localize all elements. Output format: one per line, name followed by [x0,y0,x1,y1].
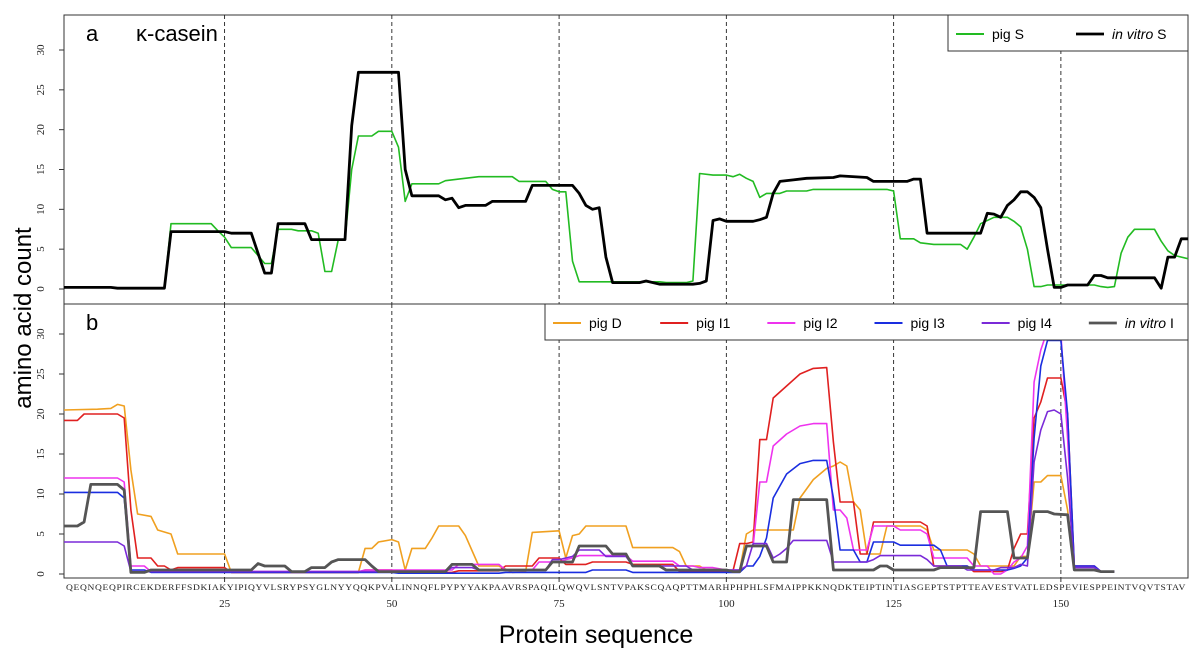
y-tick-label-5: 5 [35,246,47,252]
series-line-in-vitro-s [64,70,1188,290]
legend-label-pig-i2: pig I2 [803,315,837,331]
x-tick-label-25: 25 [219,598,231,610]
legend-label-in-vitro-s: in vitro S [1112,26,1166,42]
y-tick-label-30: 30 [35,44,47,56]
x-tick-label-125: 125 [885,598,902,610]
protein-sequence-text: QEQNQEQPIRCEKDERFFSDKIAKYIPIQYVLSRYPSYGL… [66,582,1186,592]
legend-label-pig-i3: pig I3 [911,315,945,331]
y-tick-label-0: 0 [35,286,47,292]
legend-box [544,303,1189,341]
legend-label-pig-s: pig S [992,26,1024,42]
panel-b-series [64,329,1115,575]
y-tick-label-30: 30 [35,328,47,340]
panel-a-title: κ-casein [136,21,218,46]
panel-a-y-ticks: 0 5 10 15 20 25 30 [35,44,64,292]
panel-a-vlines [224,15,1062,304]
series-line-pig-s [64,130,1188,290]
panel-a-label: a [86,21,99,46]
panel-b-legend: pig D pig I1 pig I2 pig I3 pig I4 in vitro I [544,303,1189,341]
y-tick-label-10: 10 [35,488,47,500]
y-tick-label-15: 15 [35,448,47,460]
series-line-pig-i2 [64,329,1115,575]
panel-a-frame [63,14,1189,305]
legend-label-pig-i1: pig I1 [696,315,730,331]
y-axis-label: amino acid count [10,227,37,409]
series-line-pig-i3 [64,339,1115,575]
y-tick-label-25: 25 [35,84,47,96]
series-line-pig-i1 [64,366,1115,574]
x-ticks: 25 50 75 100 125 150 [219,578,1070,610]
panel-b-label: b [86,310,98,335]
legend-label-pig-d: pig D [589,315,622,331]
legend-box [947,14,1189,52]
y-tick-label-25: 25 [35,368,47,380]
panel-b-y-ticks: 0 5 10 15 20 25 30 [35,328,64,577]
y-tick-label-5: 5 [35,531,47,537]
panel-a-series [64,70,1188,290]
x-tick-label-100: 100 [718,598,735,610]
y-tick-label-15: 15 [35,164,47,176]
y-tick-label-20: 20 [35,124,47,136]
y-tick-label-0: 0 [35,571,47,577]
legend-label-pig-i4: pig I4 [1018,315,1052,331]
panel-a-legend: pig S in vitro S [947,14,1189,52]
x-tick-label-150: 150 [1053,598,1070,610]
x-axis-label: Protein sequence [499,621,694,649]
y-tick-label-10: 10 [35,203,47,215]
panel-b-vlines [224,304,1062,578]
y-tick-label-20: 20 [35,408,47,420]
series-line-in-vitro-i [64,482,1115,574]
x-tick-label-50: 50 [386,598,398,610]
legend-label-in-vitro-i: in vitro I [1125,315,1174,331]
x-tick-label-75: 75 [554,598,566,610]
panel-a: 0 5 10 15 20 25 30 a κ-casein pig S in vitro S [35,14,1189,305]
